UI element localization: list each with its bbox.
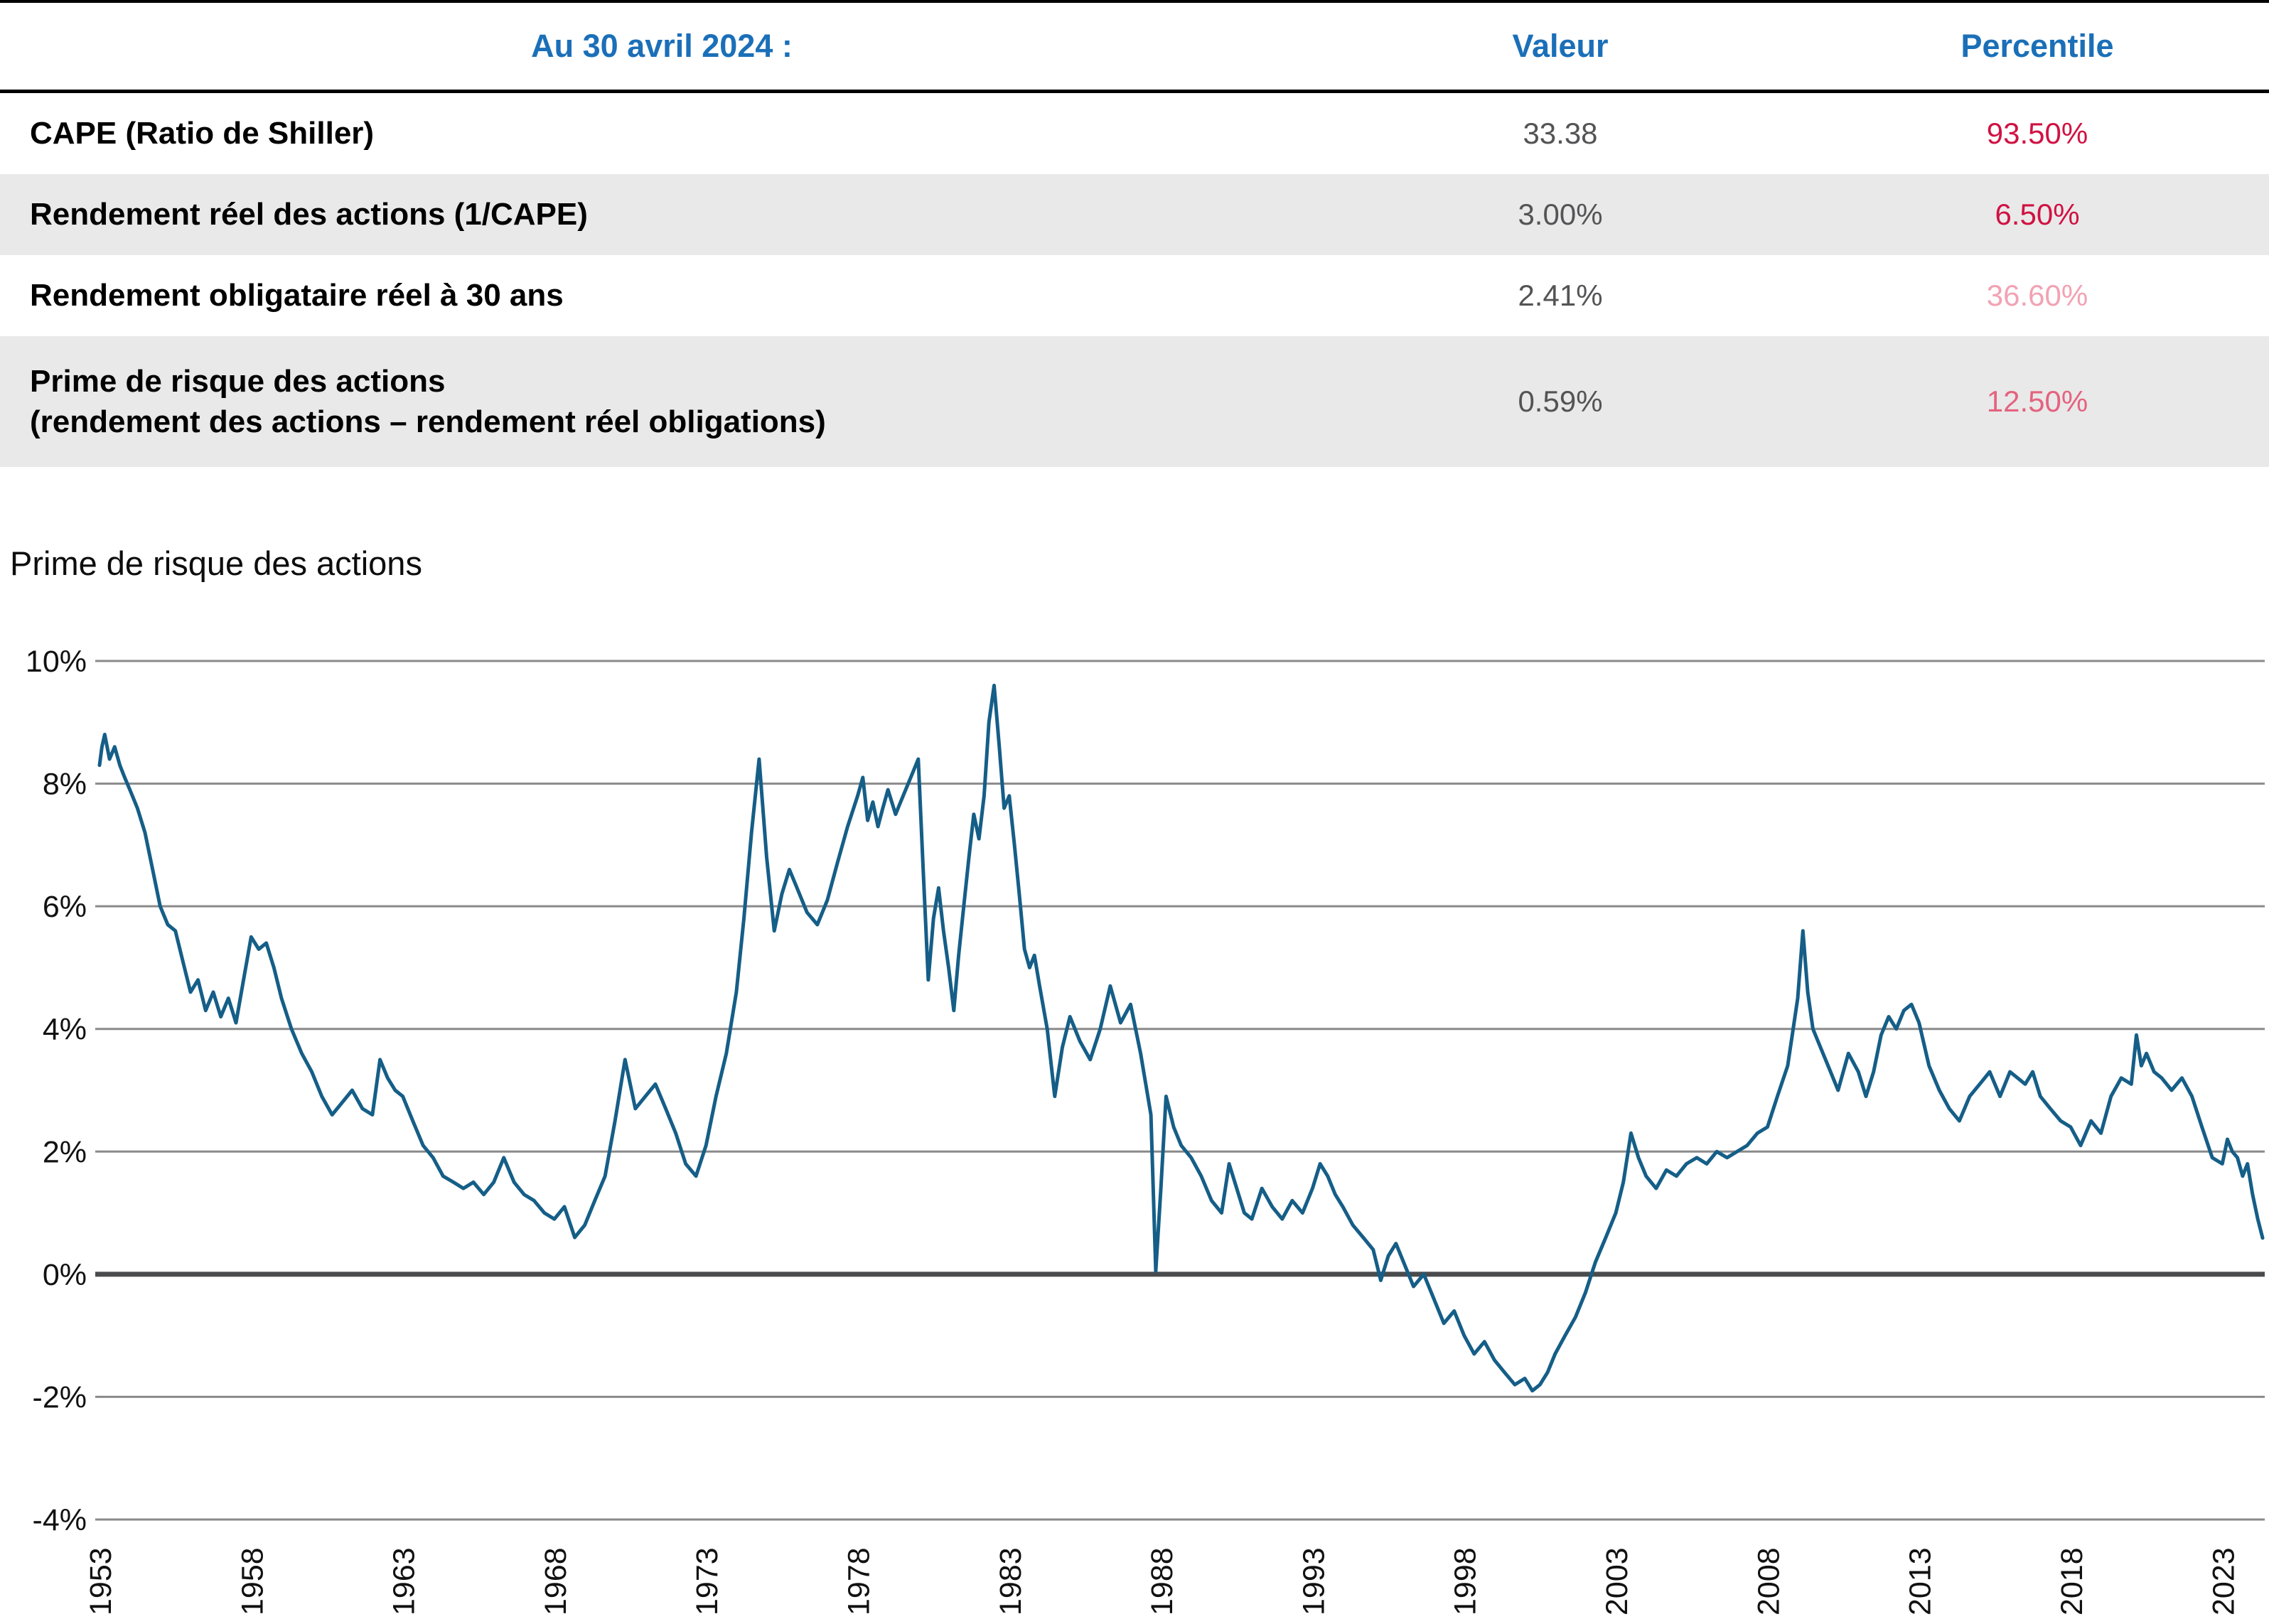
table-header-percentile: Percentile [1960, 28, 2114, 64]
row-label: CAPE (Ratio de Shiller) [30, 116, 375, 151]
y-tick-label: 8% [43, 768, 87, 802]
row-label: Prime de risque des actions (rendement d… [0, 361, 1315, 442]
table-header-value: Valeur [1512, 28, 1609, 64]
y-tick-label: -2% [33, 1380, 87, 1414]
table-row-equity-risk-premium: Prime de risque des actions (rendement d… [0, 336, 2269, 467]
x-tick-label: 1973 [690, 1547, 724, 1615]
premium-line-series [97, 684, 2265, 1393]
row-value: 33.38 [1523, 117, 1598, 150]
x-tick-label: 1983 [994, 1547, 1028, 1615]
row-value: 0.59% [1518, 385, 1603, 418]
y-tick-label: 6% [43, 890, 87, 924]
row-label-line1: Prime de risque des actions [30, 363, 446, 399]
equity-risk-premium-chart: 10% 8% 6% 4% 2% 0% -2% -4% 1953 1958 1963 1968 1973 1… [26, 645, 2265, 1615]
x-tick-label: 2008 [1752, 1547, 1786, 1615]
row-percentile: 12.50% [1986, 385, 2088, 418]
row-value: 2.41% [1518, 279, 1603, 312]
x-tick-label: 1988 [1145, 1547, 1179, 1615]
y-tick-label: 0% [43, 1258, 87, 1292]
x-tick-label: 1998 [1449, 1547, 1483, 1615]
equity-risk-premium-chart-section: Prime de risque des actions 10% 8% 6% 4% 2% 0… [0, 544, 2269, 1624]
row-label: Rendement réel des actions (1/CAPE) [30, 197, 588, 232]
x-tick-label: 2003 [1600, 1547, 1634, 1615]
row-label: Rendement obligataire réel à 30 ans [30, 278, 564, 313]
y-tick-label: 10% [26, 645, 87, 679]
x-tick-label: 1968 [539, 1547, 573, 1615]
y-tick-label: -4% [33, 1503, 87, 1537]
x-tick-label: 1958 [235, 1547, 269, 1615]
row-value: 3.00% [1518, 198, 1603, 231]
x-tick-label: 1963 [387, 1547, 422, 1615]
row-percentile: 6.50% [1995, 198, 2080, 231]
x-tick-label: 2023 [2206, 1547, 2241, 1615]
row-percentile: 36.60% [1986, 279, 2088, 312]
table-header-date: Au 30 avril 2024 : [531, 27, 793, 64]
valuation-summary-table: Au 30 avril 2024 : Valeur Percentile CAP… [0, 0, 2269, 467]
table-row-cape: CAPE (Ratio de Shiller) 33.38 93.50% [0, 93, 2269, 174]
y-tick-label: 4% [43, 1013, 87, 1047]
x-tick-label: 2018 [2055, 1547, 2089, 1615]
x-tick-label: 1953 [84, 1547, 118, 1615]
y-tick-label: 2% [43, 1135, 87, 1169]
chart-title: Prime de risque des actions [10, 544, 422, 582]
row-percentile: 93.50% [1986, 117, 2088, 150]
x-tick-label: 1993 [1297, 1547, 1331, 1615]
x-tick-label: 2013 [1904, 1547, 1938, 1615]
table-row-real-bond-yield: Rendement obligataire réel à 30 ans 2.41… [0, 255, 2269, 336]
table-header-row: Au 30 avril 2024 : Valeur Percentile [0, 3, 2269, 93]
row-label-line2: (rendement des actions – rendement réel … [30, 404, 826, 439]
x-tick-label: 1978 [842, 1547, 876, 1615]
table-row-real-equity-yield: Rendement réel des actions (1/CAPE) 3.00… [0, 174, 2269, 255]
